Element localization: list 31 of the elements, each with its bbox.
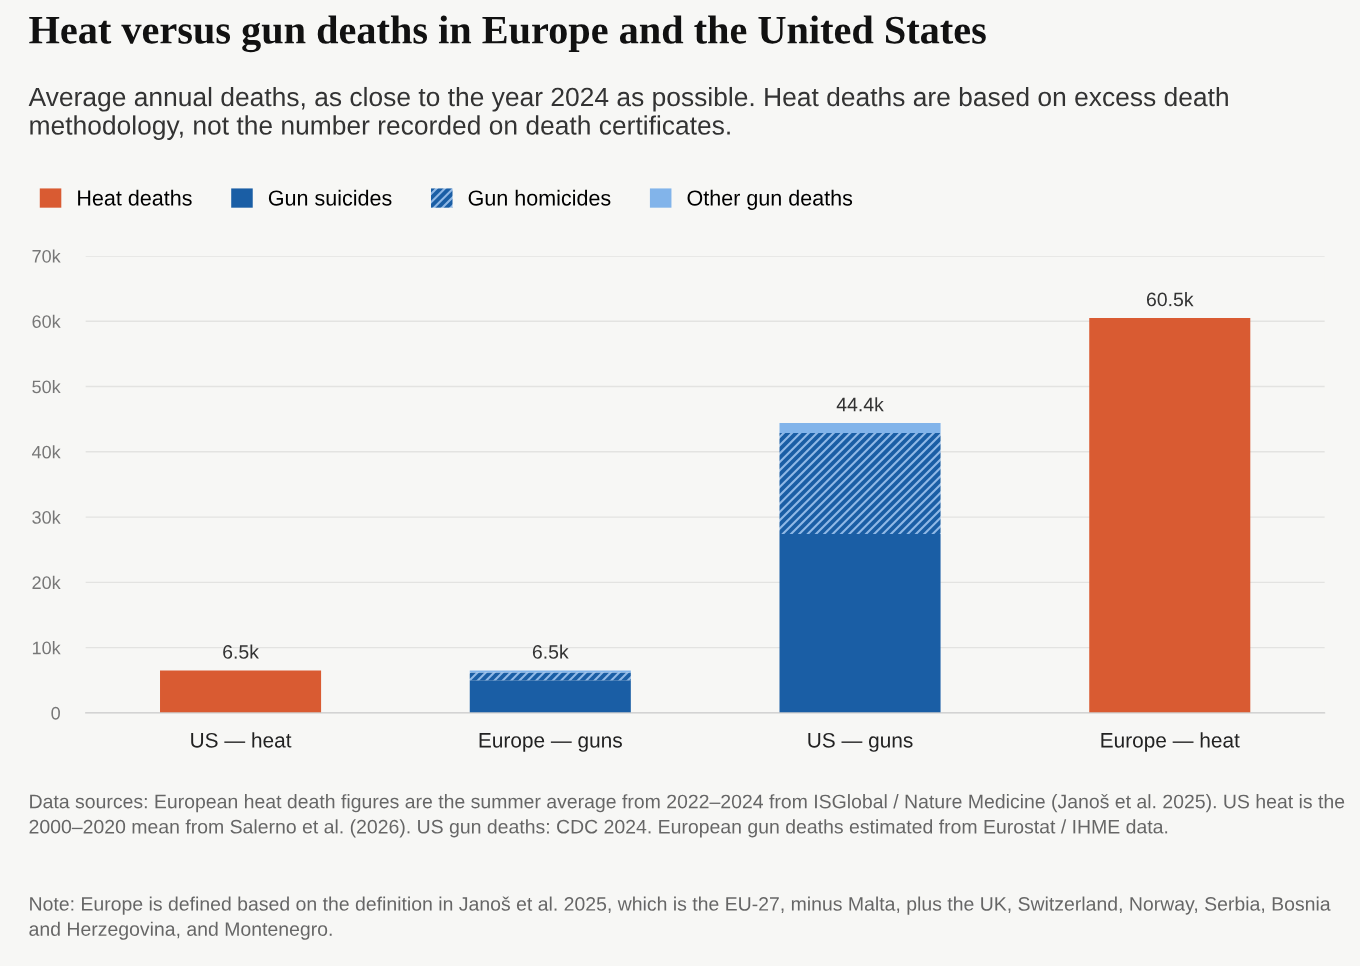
legend-label: Other gun deaths bbox=[687, 189, 853, 210]
total-label: 60.5k bbox=[1146, 292, 1194, 307]
y-tick-label: 20k bbox=[32, 575, 61, 590]
bar bbox=[160, 670, 322, 713]
chart-subtitle: Average annual deaths, as close to the year 2024 as possible. Heat deaths are based on excess death methodology, not the number recorded on death certificates. bbox=[28, 86, 1228, 140]
y-tick-label: 50k bbox=[32, 380, 61, 394]
bar bbox=[779, 432, 941, 535]
y-tick-label: 10k bbox=[32, 641, 61, 655]
bar bbox=[779, 423, 941, 433]
x-tick-label: US — guns bbox=[808, 732, 913, 752]
total-label: 6.5k bbox=[223, 644, 259, 659]
legend-label: Gun suicides bbox=[268, 189, 392, 206]
y-tick-label: 60k bbox=[32, 314, 61, 328]
bar bbox=[779, 534, 941, 713]
text: Data sources: European heat death figures are the summer average from 2022–2024 from ISGlobal / Nature Medicine (Janoš et al. 2025). US heat is the 2000–2020 mean from Salerno et al. (2026). US gun deaths: CDC 2024. European gun deaths estimated from Eurostat / IHME data. bbox=[29, 794, 1345, 838]
y-tick-label: 30k bbox=[32, 510, 61, 524]
chart-title: Heat versus gun deaths in Europe and the United States bbox=[29, 15, 986, 53]
bar bbox=[469, 672, 631, 681]
x-tick-label: Europe — guns bbox=[479, 733, 622, 752]
bar bbox=[1089, 318, 1251, 713]
bar bbox=[469, 680, 631, 713]
text: Note: Europe is defined based on the definition in Janoš et al. 2025, which is the EU-27, minus Malta, plus the UK, Switzerland, Norway, Serbia, Bosnia and Herzegovina, and Montenegro. bbox=[29, 896, 1331, 940]
total-label: 6.5k bbox=[532, 644, 569, 659]
y-tick-label: 70k bbox=[32, 249, 61, 263]
x-tick-label: US — heat bbox=[191, 732, 292, 748]
total-label: 44.4k bbox=[836, 397, 884, 412]
x-tick-label: Europe — heat bbox=[1101, 732, 1240, 752]
y-tick-label: 40k bbox=[31, 445, 61, 459]
legend-label: Heat deaths bbox=[78, 189, 192, 206]
legend-label: Gun homicides bbox=[468, 189, 611, 206]
y-tick-label: 0 bbox=[51, 706, 60, 720]
